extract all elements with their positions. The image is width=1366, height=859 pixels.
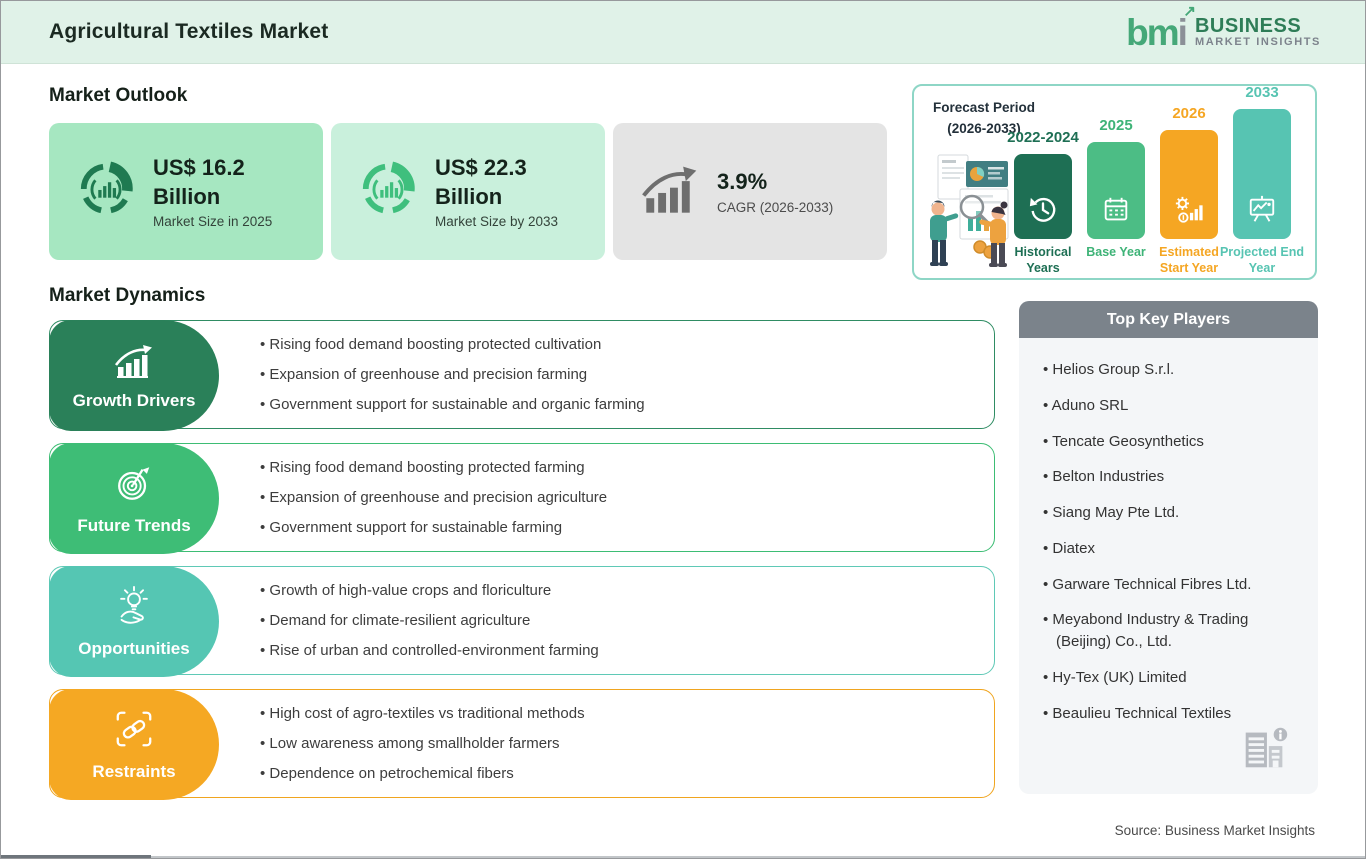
chain-icon [113,708,155,755]
bullet-item: Demand for climate-resilient agriculture [260,612,974,629]
donut-bars-icon [77,160,135,223]
key-player-item: Helios Group S.r.l. [1043,359,1294,381]
bottom-bar-dark-segment [1,855,151,858]
bullet-item: Government support for sustainable and o… [260,396,974,413]
key-player-item: Meyabond Industry & Trading (Beijing) Co… [1043,609,1294,653]
stat-card-text: 3.9% CAGR (2026-2033) [717,168,877,215]
key-player-item: Belton Industries [1043,466,1294,488]
stat-value: US$ 22.3 Billion [435,154,527,209]
logo-line2: MARKET INSIGHTS [1194,35,1321,48]
key-player-item: Tencate Geosynthetics [1043,431,1294,453]
stat-value: US$ 16.2 Billion [153,154,245,209]
bullet-item: Rising food demand boosting protected fa… [260,459,974,476]
bullet-item: Rising food demand boosting protected cu… [260,336,974,353]
page-title: Agricultural Textiles Market [49,20,329,43]
dynamics-bullet-list: High cost of agro-textiles vs traditiona… [260,690,974,797]
key-player-item: Beaulieu Technical Textiles [1043,703,1294,725]
stat-label: CAGR (2026-2033) [717,199,834,215]
key-player-item: Siang May Pte Ltd. [1043,502,1294,524]
target-icon [113,462,155,509]
source-attribution: Source: Business Market Insights [1114,823,1315,838]
bmi-logo-text: BUSINESS MARKET INSIGHTS [1194,14,1321,49]
logo-mark-bm: bm [1126,11,1179,53]
bmi-logo-mark: bmi ↗ [1126,2,1196,53]
forecast-title: Forecast Period (2026-2033) [932,100,1036,136]
bullet-item: Rise of urban and controlled-environment… [260,642,974,659]
stat-card-market-size-2025: US$ 16.2 Billion Market Size in 2025 [49,123,323,260]
stat-label: Market Size by 2033 [435,214,559,230]
forecast-year: 2033 [1245,84,1279,101]
bulb-hand-icon [113,585,155,632]
bullet-item: High cost of agro-textiles vs traditiona… [260,705,974,722]
forecast-bar-estimated-start: 2026 Estimated Start Year [1159,105,1219,275]
bullet-item: Expansion of greenhouse and precision ag… [260,489,974,506]
forecast-bar-historical: 2022-2024 Historical Years [1007,129,1079,275]
forecast-bar-projected-end: 2033 Projected End Year [1220,84,1304,275]
stat-card-text: US$ 22.3 Billion Market Size by 2033 [435,154,595,229]
calendar-icon [1101,195,1131,230]
top-key-players-panel: Top Key Players Helios Group S.r.l. Adun… [1019,301,1318,794]
future-trends-pill: Future Trends [49,443,219,554]
key-players-list: Helios Group S.r.l. Aduno SRL Tencate Ge… [1019,338,1318,759]
forecast-year: 2026 [1172,105,1206,122]
growth-arrow-icon [641,164,699,219]
key-player-item: Aduno SRL [1043,395,1294,417]
forecast-period-panel: Forecast Period (2026-2033) [912,84,1317,280]
opportunities-pill: Opportunities [49,566,219,677]
dynamics-row-future-trends: Future Trends Rising food demand boostin… [49,443,995,554]
key-player-item: Diatex [1043,538,1294,560]
stat-card-text: US$ 16.2 Billion Market Size in 2025 [153,154,313,229]
stat-card-cagr: 3.9% CAGR (2026-2033) [613,123,887,260]
logo-mark-i: i ↗ [1177,2,1196,53]
dynamics-row-title: Growth Drivers [72,390,196,410]
donut-bars-icon [359,160,417,223]
logo-line1: BUSINESS [1194,14,1302,37]
dynamics-bullet-list: Rising food demand boosting protected cu… [260,321,974,428]
key-players-heading: Top Key Players [1019,301,1318,338]
logo-arrow-icon: ↗ [1183,2,1196,20]
bullet-item: Low awareness among smallholder farmers [260,735,974,752]
bullet-item: Expansion of greenhouse and precision fa… [260,366,974,383]
dynamics-row-restraints: Restraints High cost of agro-textiles vs… [49,689,995,800]
building-icon [1238,721,1292,780]
forecast-bar-label: Historical Years [1014,245,1072,275]
bottom-bar-light-segment [151,856,1365,858]
stat-value: 3.9% [717,169,768,195]
dynamics-bullet-list: Rising food demand boosting protected fa… [260,444,974,551]
bmi-logo: bmi ↗ BUSINESS MARKET INSIGHTS [1126,2,1321,53]
forecast-bar-label: Base Year [1086,245,1146,259]
forecast-year: 2025 [1099,117,1133,134]
market-dynamics-rows: Growth Drivers Rising food demand boosti… [49,320,995,812]
forecast-bar-label: Projected End Year [1219,245,1305,275]
dynamics-row-opportunities: Opportunities Growth of high-value crops… [49,566,995,677]
bullet-item: Government support for sustainable farmi… [260,519,974,536]
restraints-pill: Restraints [49,689,219,800]
bullet-item: Growth of high-value crops and floricult… [260,582,974,599]
history-clock-icon [1028,195,1058,230]
analysts-illustration [920,119,1020,274]
dynamics-row-title: Future Trends [77,515,191,535]
forecast-bar-base-year: 2025 Base Year [1086,117,1146,259]
dynamics-row-title: Restraints [92,761,176,781]
growth-drivers-pill: Growth Drivers [49,320,219,431]
market-outlook-heading: Market Outlook [49,85,188,106]
key-player-item: Hy-Tex (UK) Limited [1043,667,1294,689]
key-player-item: Garware Technical Fibres Ltd. [1043,574,1294,596]
forecast-bar-label: Estimated Start Year [1159,245,1219,275]
bullet-item: Dependence on petrochemical fibers [260,765,974,782]
stat-card-market-size-2033: US$ 22.3 Billion Market Size by 2033 [331,123,605,260]
gear-chart-icon [1173,195,1205,230]
stat-cards: US$ 16.2 Billion Market Size in 2025 [49,123,887,260]
growth-arrow-icon [112,341,156,384]
market-dynamics-heading: Market Dynamics [49,285,206,306]
dynamics-bullet-list: Growth of high-value crops and floricult… [260,567,974,674]
dynamics-row-growth-drivers: Growth Drivers Rising food demand boosti… [49,320,995,431]
forecast-year: 2022-2024 [1007,129,1079,146]
presentation-icon [1247,195,1277,230]
dynamics-row-title: Opportunities [78,638,190,658]
stat-label: Market Size in 2025 [153,214,273,230]
header: Agricultural Textiles Market bmi ↗ BUSINE… [1,1,1365,64]
